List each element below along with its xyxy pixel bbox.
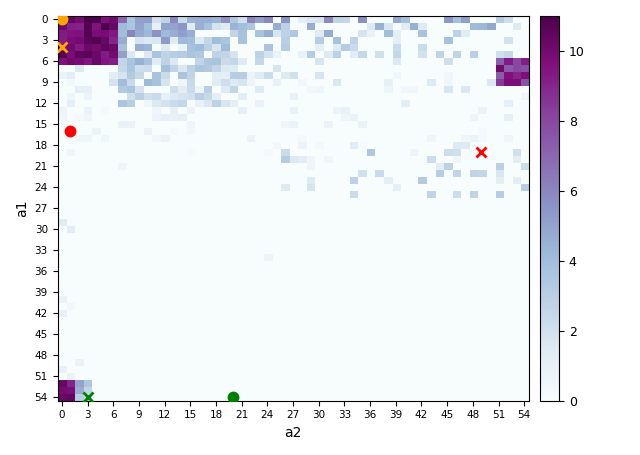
X-axis label: a2: a2 — [284, 426, 301, 440]
Y-axis label: a1: a1 — [15, 200, 29, 217]
